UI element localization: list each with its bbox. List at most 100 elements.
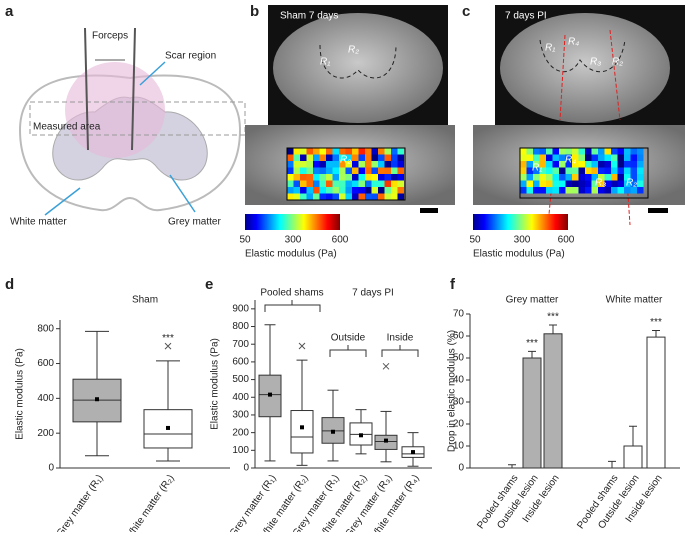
heatmap-cell — [526, 161, 533, 168]
y-tick-label: 600 — [37, 358, 54, 369]
heatmap-cell — [585, 161, 592, 168]
heatmap-cell — [358, 180, 365, 187]
heatmap-cell — [371, 187, 378, 194]
heatmap-cell — [332, 187, 339, 194]
heatmap-cell — [598, 174, 605, 181]
bar — [646, 336, 666, 469]
heatmap-cell — [339, 187, 346, 194]
scale-bar — [648, 208, 668, 213]
heatmap-cell — [539, 154, 546, 161]
label: 600 — [558, 235, 575, 246]
heatmap-cell — [559, 174, 566, 181]
heatmap-cell — [520, 174, 527, 181]
heatmap-cell — [300, 193, 307, 200]
heatmap-cell — [539, 187, 546, 194]
heatmap-cell — [565, 174, 572, 181]
heatmap — [286, 147, 406, 201]
heatmap-cell — [552, 187, 559, 194]
heatmap-cell — [365, 193, 372, 200]
label: R₃ — [595, 178, 606, 189]
heatmap-cell — [287, 193, 294, 200]
heatmap-cell — [332, 148, 339, 155]
heatmap-cell — [365, 187, 372, 194]
heatmap-cell — [604, 148, 611, 155]
heatmap-cell — [526, 180, 533, 187]
heatmap-cell — [300, 148, 307, 155]
significance: *** — [547, 312, 559, 323]
mean — [300, 425, 304, 430]
heatmap-cell — [365, 174, 372, 181]
heatmap-cell — [319, 167, 326, 174]
heatmap-cell — [578, 161, 585, 168]
x-tick-label: White matter (R₂) — [123, 473, 176, 532]
y-tick-label: 700 — [232, 339, 249, 350]
heatmap-cell — [559, 167, 566, 174]
heatmap-cell — [630, 161, 637, 168]
panel-letter: e — [205, 276, 213, 293]
heatmap-cell — [371, 154, 378, 161]
heatmap-cell — [352, 161, 359, 168]
heatmap-cell — [326, 154, 333, 161]
heatmap-cell — [339, 180, 346, 187]
heatmap-cell — [520, 148, 527, 155]
heatmap-cell — [287, 148, 294, 155]
y-tick-label: 50 — [453, 353, 465, 364]
heatmap-cell — [313, 180, 320, 187]
heatmap-cell — [339, 167, 346, 174]
heatmap-cell — [572, 180, 579, 187]
heatmap-cell — [293, 187, 300, 194]
heatmap-cell — [365, 167, 372, 174]
heatmap-cell — [598, 154, 605, 161]
heatmap-cell — [552, 180, 559, 187]
label: Scar region — [165, 51, 216, 62]
measured-area-box — [29, 101, 246, 136]
heatmap-cell — [572, 174, 579, 181]
heatmap-cell — [397, 187, 404, 194]
heatmap-cell — [300, 167, 307, 174]
heatmap-cell — [358, 161, 365, 168]
heatmap-cell — [391, 174, 398, 181]
lesion-border — [547, 29, 631, 226]
heatmap-cell — [287, 187, 294, 194]
heatmap-cell — [604, 180, 611, 187]
label: 600 — [332, 235, 349, 246]
heatmap-cell — [306, 161, 313, 168]
label: R₄ — [565, 155, 576, 166]
heatmap-cell — [546, 187, 553, 194]
label: R₃ — [590, 57, 601, 68]
heatmap-cell — [378, 148, 385, 155]
label: R₁ — [320, 57, 330, 68]
heatmap-cell — [371, 161, 378, 168]
heatmap-cell — [384, 187, 391, 194]
heatmap-cell — [637, 174, 644, 181]
heatmap-cell — [358, 174, 365, 181]
heatmap-cell — [319, 148, 326, 155]
heatmap-cell — [287, 167, 294, 174]
heatmap-cell — [384, 193, 391, 200]
bracket — [329, 345, 367, 357]
heatmap-cell — [384, 154, 391, 161]
heatmap-cell — [526, 148, 533, 155]
heatmap-cell — [319, 174, 326, 181]
heatmap-cell — [624, 174, 631, 181]
error-bar — [508, 464, 516, 468]
heatmap-cell — [345, 174, 352, 181]
y-tick-label: 200 — [37, 428, 54, 439]
panel-letter: f — [450, 276, 456, 293]
heatmap-cell — [546, 161, 553, 168]
heatmap-cell — [339, 193, 346, 200]
heatmap-cell — [611, 148, 618, 155]
heatmap-cell — [293, 161, 300, 168]
heatmap-cell — [578, 187, 585, 194]
heatmap-cell — [345, 193, 352, 200]
heatmap-cell — [526, 187, 533, 194]
heatmap-cell — [578, 148, 585, 155]
heatmap-cell — [384, 167, 391, 174]
heatmap-cell — [604, 167, 611, 174]
y-tick-label: 20 — [453, 419, 465, 430]
error-bar — [549, 324, 557, 334]
heatmap-cell — [293, 154, 300, 161]
heatmap-cell — [630, 167, 637, 174]
heatmap-cell — [526, 174, 533, 181]
